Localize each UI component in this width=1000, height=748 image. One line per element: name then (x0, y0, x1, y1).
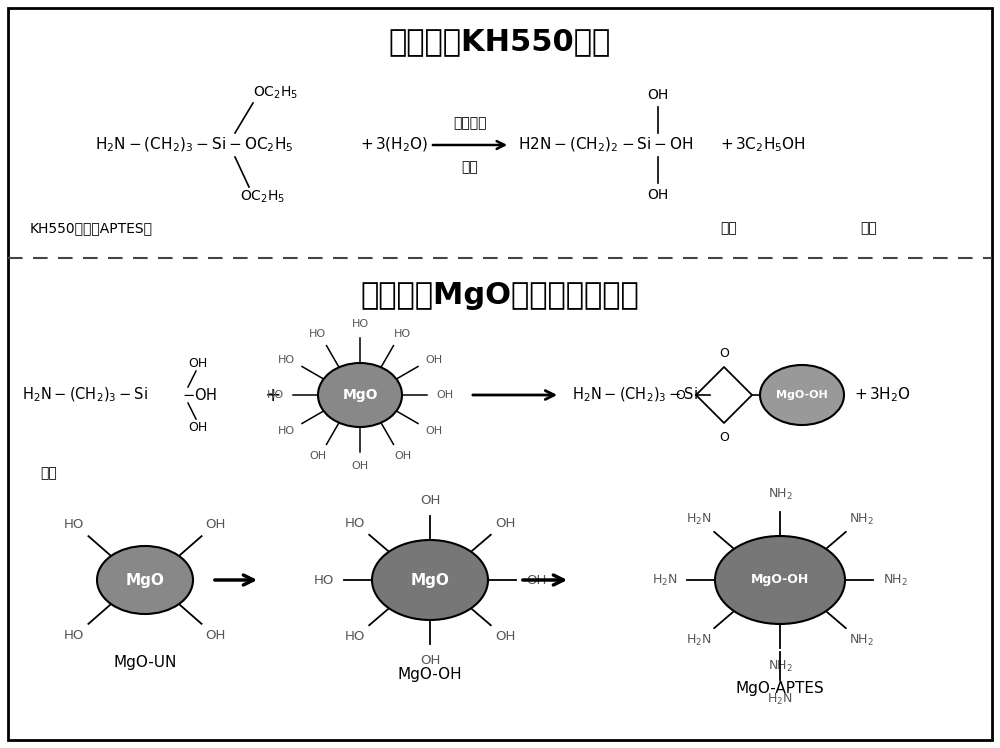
Text: 第二步：MgO纳米粒子氨基化: 第二步：MgO纳米粒子氨基化 (361, 280, 639, 310)
Text: OH: OH (420, 494, 440, 506)
Ellipse shape (372, 540, 488, 620)
Text: MgO-OH: MgO-OH (398, 667, 462, 682)
Text: $\mathrm{+\,3C_2H_5OH}$: $\mathrm{+\,3C_2H_5OH}$ (720, 135, 806, 154)
Text: 硅醇: 硅醇 (720, 221, 737, 235)
Text: HO: HO (309, 328, 326, 339)
Text: OH: OH (647, 188, 669, 202)
Ellipse shape (97, 546, 193, 614)
Text: OH: OH (188, 357, 208, 370)
Text: OH: OH (526, 574, 546, 586)
Text: 无水乙醇: 无水乙醇 (453, 116, 487, 130)
Text: MgO-UN: MgO-UN (113, 654, 177, 669)
Text: H$_2$N: H$_2$N (652, 572, 678, 587)
Text: $\mathrm{-OH}$: $\mathrm{-OH}$ (182, 387, 217, 403)
Text: $\mathrm{+\,3(H_2O)}$: $\mathrm{+\,3(H_2O)}$ (360, 136, 428, 154)
Text: NH$_2$: NH$_2$ (768, 658, 792, 673)
Text: OH: OH (495, 517, 515, 530)
Text: $\mathrm{OC_2H_5}$: $\mathrm{OC_2H_5}$ (253, 85, 298, 101)
Text: OH: OH (309, 452, 326, 462)
Text: $\mathrm{H_2N-(CH_2)_3-Si}$: $\mathrm{H_2N-(CH_2)_3-Si}$ (22, 386, 148, 404)
Text: $\mathrm{+\,3H_2O}$: $\mathrm{+\,3H_2O}$ (854, 386, 911, 405)
Text: OH: OH (188, 420, 208, 434)
Text: NH$_2$: NH$_2$ (849, 512, 874, 527)
Text: 第一步：KH550水解: 第一步：KH550水解 (389, 28, 611, 57)
Text: HO: HO (278, 355, 295, 364)
Text: HO: HO (345, 630, 365, 643)
Text: HO: HO (314, 574, 334, 586)
Text: HO: HO (278, 426, 295, 435)
Text: O: O (719, 431, 729, 444)
Text: H$_2$N: H$_2$N (686, 512, 711, 527)
Text: NH$_2$: NH$_2$ (849, 634, 874, 649)
Text: NH$_2$: NH$_2$ (883, 572, 907, 587)
Ellipse shape (318, 363, 402, 427)
Text: O: O (719, 346, 729, 360)
Text: HO: HO (64, 518, 84, 531)
Text: HO: HO (266, 390, 284, 400)
Text: OH: OH (351, 461, 369, 471)
Text: HO: HO (345, 517, 365, 530)
Text: $\mathrm{H2N-(CH_2)_2-Si-OH}$: $\mathrm{H2N-(CH_2)_2-Si-OH}$ (518, 136, 693, 154)
Text: OH: OH (436, 390, 454, 400)
Text: OH: OH (206, 518, 226, 531)
Text: 乙醇: 乙醇 (860, 221, 877, 235)
Text: OH: OH (206, 628, 226, 642)
Text: OH: OH (495, 630, 515, 643)
Text: HO: HO (394, 328, 411, 339)
Text: $\mathrm{H_2N-(CH_2)_3-Si-OC_2H_5}$: $\mathrm{H_2N-(CH_2)_3-Si-OC_2H_5}$ (95, 136, 294, 154)
Text: HO: HO (64, 628, 84, 642)
Text: MgO-APTES: MgO-APTES (736, 681, 824, 696)
Text: OH: OH (425, 355, 442, 364)
Text: O: O (675, 388, 685, 402)
Text: MgO: MgO (126, 572, 164, 587)
Ellipse shape (760, 365, 844, 425)
Text: NH$_2$: NH$_2$ (768, 486, 792, 502)
Text: $\mathrm{H_2N-(CH_2)_3-Si}$: $\mathrm{H_2N-(CH_2)_3-Si}$ (572, 386, 698, 404)
Text: OH: OH (647, 88, 669, 102)
Text: OH: OH (425, 426, 442, 435)
Text: KH550（国内APTES）: KH550（国内APTES） (30, 221, 153, 235)
Text: OH: OH (394, 452, 411, 462)
Text: MgO-OH: MgO-OH (776, 390, 828, 400)
Text: H$_2$N: H$_2$N (686, 634, 711, 649)
Text: $\mathrm{OC_2H_5}$: $\mathrm{OC_2H_5}$ (240, 188, 285, 205)
Text: 硅醇: 硅醇 (40, 466, 57, 480)
Text: MgO: MgO (342, 388, 378, 402)
Text: H$_2$N: H$_2$N (767, 691, 793, 707)
Text: HO: HO (351, 319, 369, 329)
Text: MgO: MgO (411, 572, 449, 587)
Text: MgO-OH: MgO-OH (751, 574, 809, 586)
Text: $+$: $+$ (264, 385, 280, 405)
Text: OH: OH (420, 654, 440, 666)
Ellipse shape (715, 536, 845, 624)
Text: 水解: 水解 (462, 160, 478, 174)
